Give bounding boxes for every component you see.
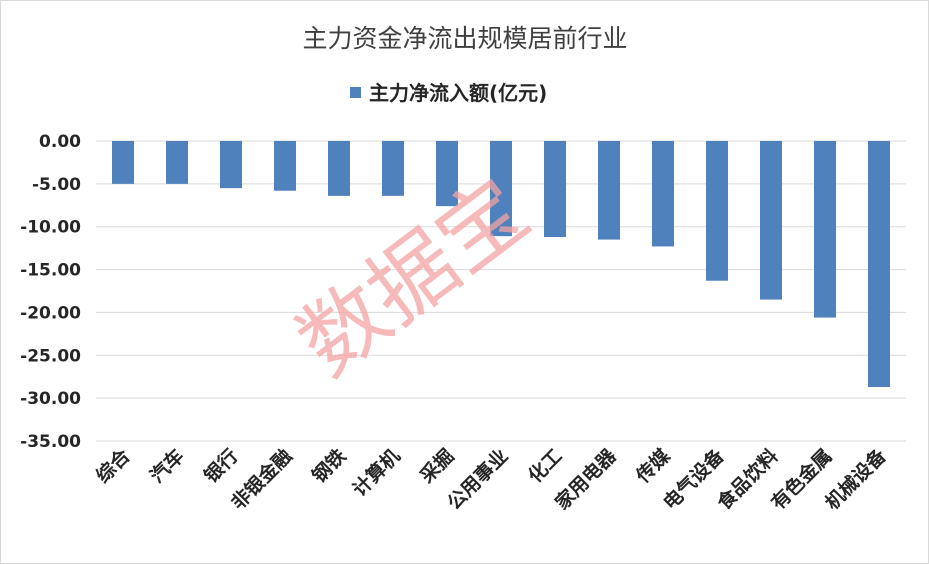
bar [112, 141, 134, 184]
bar [382, 141, 404, 196]
x-tick-label: 采掘 [415, 444, 458, 487]
legend-label: 主力净流入额(亿元) [369, 81, 547, 105]
chart-title: 主力资金净流出规模居前行业 [302, 24, 627, 53]
y-tick-label: -5.00 [32, 175, 81, 195]
x-tick-label: 传媒 [631, 444, 676, 489]
y-axis-ticks: 0.00 -5.00 -10.00 -15.00 -20.00 -25.00 -30.00 -… [20, 132, 81, 452]
x-tick-label: 公用事业 [443, 444, 513, 514]
bar [436, 141, 458, 207]
y-tick-label: -15.00 [20, 261, 81, 281]
x-tick-label: 机械设备 [821, 444, 892, 515]
y-tick-label: -10.00 [20, 218, 81, 238]
bar [328, 141, 350, 196]
bar [868, 141, 890, 387]
y-tick-label: -35.00 [20, 432, 81, 452]
x-tick-label: 汽车 [145, 444, 188, 487]
bar [598, 141, 620, 240]
bar [274, 141, 296, 191]
x-tick-label: 银行 [199, 444, 242, 487]
bar [220, 141, 242, 189]
y-tick-label: -20.00 [20, 303, 81, 323]
y-tick-label: 0.00 [39, 132, 81, 152]
bar [652, 141, 674, 247]
legend: 主力净流入额(亿元) [350, 81, 547, 105]
watermark: 数据宝 [280, 160, 546, 395]
x-tick-label: 计算机 [348, 444, 405, 501]
x-tick-label: 非银金融 [227, 444, 297, 514]
x-tick-label: 综合 [91, 444, 135, 488]
y-tick-label: -25.00 [20, 346, 81, 366]
bar [490, 141, 512, 237]
bar [544, 141, 566, 237]
legend-swatch [350, 87, 361, 98]
y-tick-label: -30.00 [20, 389, 81, 409]
x-tick-label: 化工 [523, 444, 566, 487]
bar [706, 141, 728, 281]
x-tick-label: 钢铁 [307, 444, 350, 487]
bars [112, 141, 890, 387]
bar [760, 141, 782, 300]
x-tick-label: 家用电器 [551, 444, 622, 515]
bar [814, 141, 836, 318]
bar [166, 141, 188, 184]
